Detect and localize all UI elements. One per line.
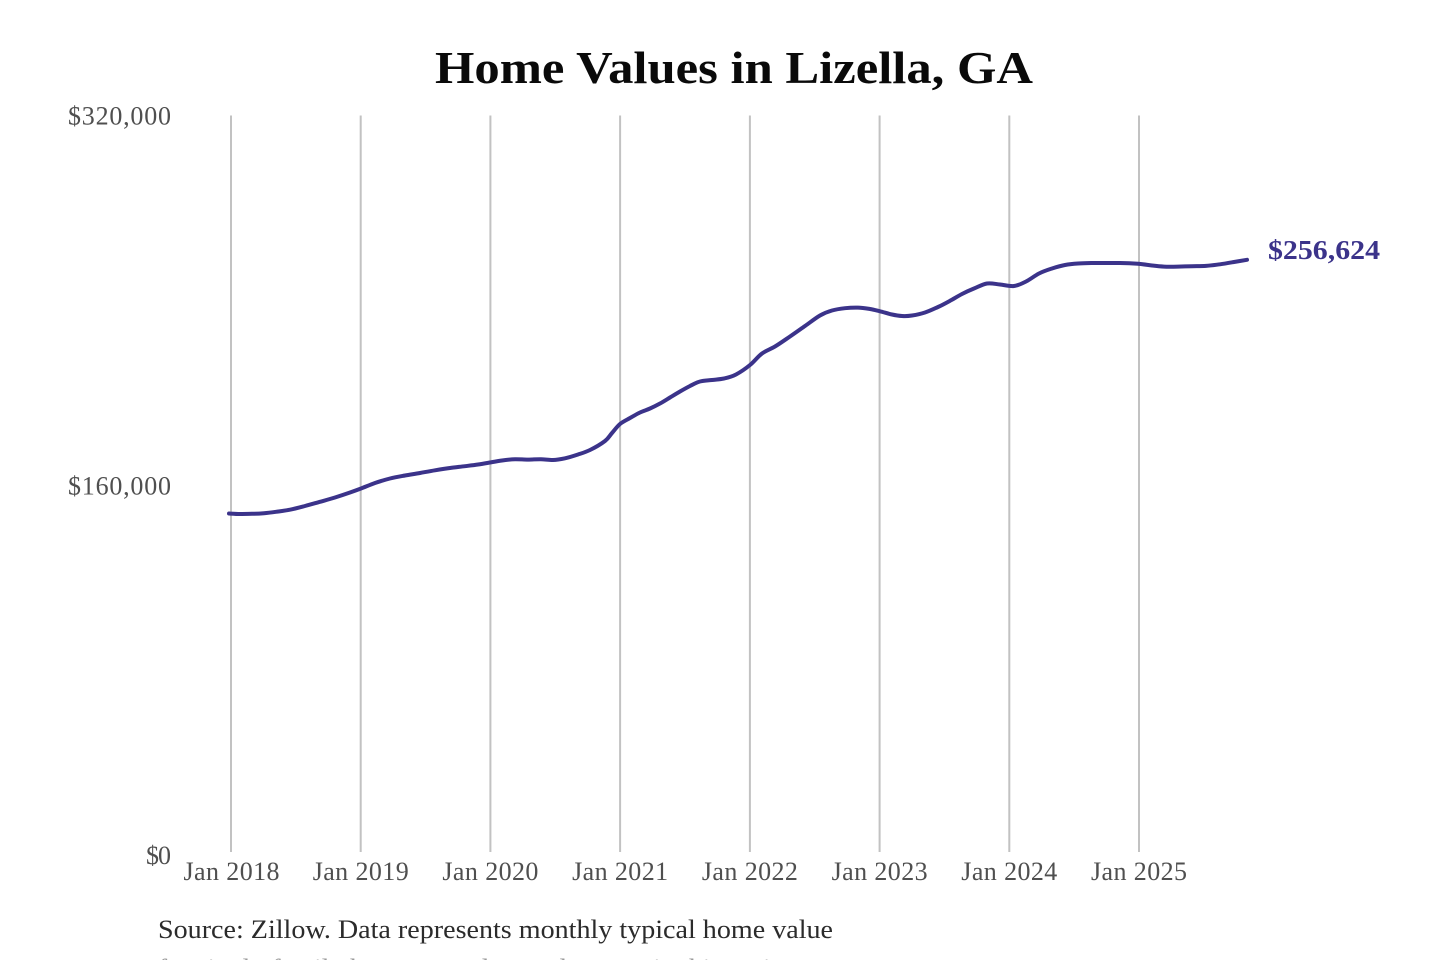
svg-text:Source: Zillow. Data represent: Source: Zillow. Data represents monthly …: [158, 915, 833, 944]
svg-text:$320,000: $320,000: [68, 102, 171, 131]
svg-text:Jan 2022: Jan 2022: [702, 857, 798, 886]
svg-text:Jan 2024: Jan 2024: [961, 857, 1057, 886]
svg-text:Jan 2020: Jan 2020: [442, 857, 538, 886]
svg-text:$256,624: $256,624: [1268, 235, 1380, 265]
svg-text:Home Values in Lizella, GA: Home Values in Lizella, GA: [435, 42, 1033, 93]
svg-text:Jan 2019: Jan 2019: [313, 857, 409, 886]
svg-text:Jan 2023: Jan 2023: [832, 857, 928, 886]
svg-text:$0: $0: [146, 841, 171, 870]
svg-text:Jan 2025: Jan 2025: [1091, 857, 1187, 886]
svg-text:Jan 2018: Jan 2018: [184, 857, 280, 886]
svg-text:Jan 2021: Jan 2021: [572, 857, 668, 886]
svg-text:$160,000: $160,000: [68, 471, 171, 500]
svg-text:for single-family homes, condo: for single-family homes, condos, and co-…: [158, 954, 798, 960]
